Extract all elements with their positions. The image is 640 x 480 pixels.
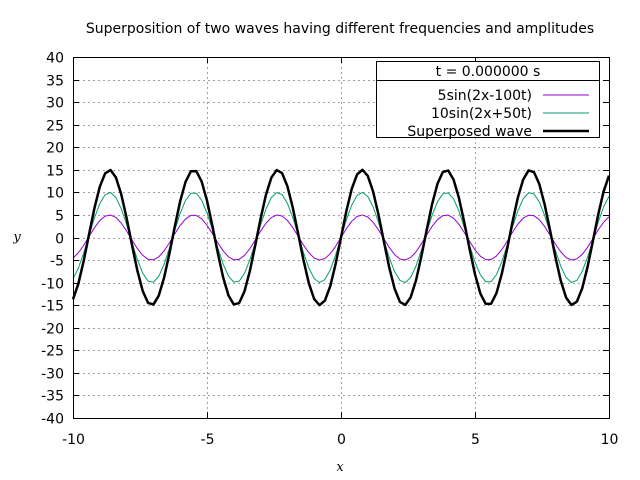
y-tick-label: -5 [50, 254, 64, 270]
x-axis-label: x [336, 460, 344, 475]
y-tick-label: -35 [41, 389, 64, 405]
chart-title: Superposition of two waves having differ… [86, 21, 594, 37]
y-tick-label: 10 [46, 186, 64, 202]
x-tick-label: 10 [601, 432, 619, 448]
tick-labels: -40 -35 -30 -25 -20 -15 -10 -5 0 5 10 15 20 25 30 35 40 -… [41, 51, 618, 449]
y-tick-label: -15 [41, 299, 64, 315]
y-tick-label: 20 [46, 141, 64, 157]
y-tick-label: 35 [46, 74, 64, 90]
x-tick-label: -5 [201, 432, 215, 448]
series-lines [71, 168, 611, 307]
x-tick-label: 0 [337, 432, 346, 448]
legend-entry-label: 5sin(2x-100t) [438, 88, 532, 104]
y-tick-label: 25 [46, 119, 64, 135]
y-tick-label: -30 [41, 367, 64, 383]
x-tick-label: -10 [62, 432, 85, 448]
y-tick-label: 5 [55, 209, 64, 225]
y-tick-label: 0 [55, 232, 64, 248]
y-tick-label: -25 [41, 344, 64, 360]
y-tick-label: 40 [46, 51, 64, 67]
legend: t = 0.000000 s 5sin(2x-100t) 10sin(2x+50t… [376, 61, 600, 140]
legend-entry-label: 10sin(2x+50t) [431, 106, 532, 122]
y-tick-label: 15 [46, 164, 64, 180]
y-tick-label: -40 [41, 412, 64, 428]
x-tick-label: 5 [471, 432, 480, 448]
y-tick-label: -20 [41, 322, 64, 338]
legend-box [376, 61, 600, 138]
y-tick-label: -10 [41, 277, 64, 293]
y-tick-label: 30 [46, 96, 64, 112]
series-line [71, 168, 611, 307]
legend-entry-label: Superposed wave [407, 124, 532, 140]
y-axis-label: y [12, 230, 21, 245]
legend-title: t = 0.000000 s [436, 64, 541, 80]
